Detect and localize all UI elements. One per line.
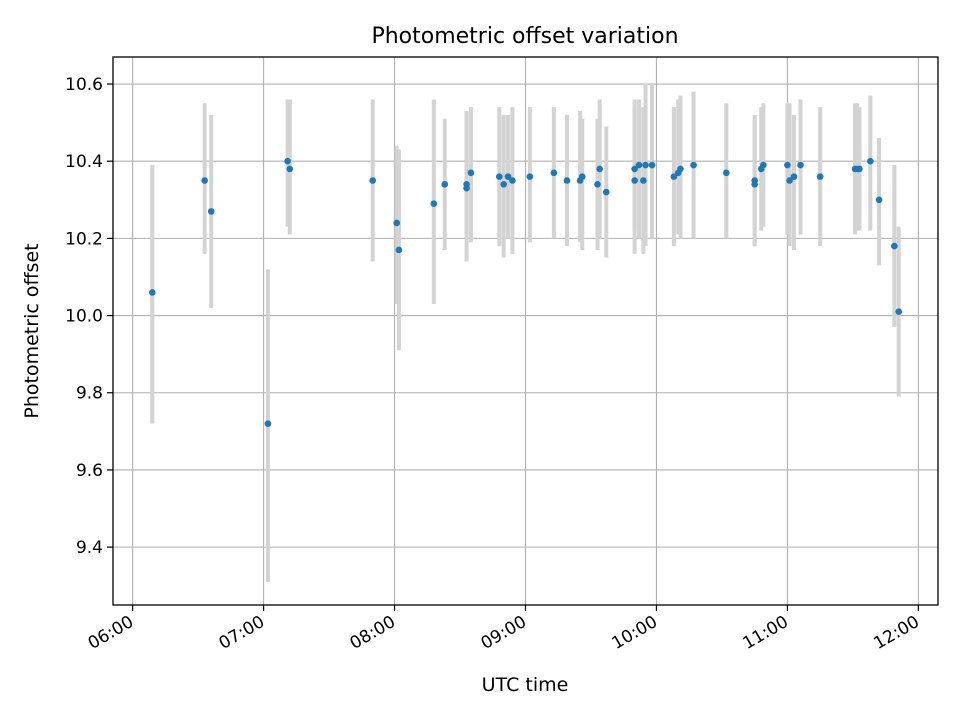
- data-point: [430, 200, 438, 207]
- data-point: [594, 181, 601, 188]
- data-point: [784, 161, 791, 169]
- data-point: [578, 173, 586, 180]
- data-point: [760, 161, 767, 169]
- chart-title: Photometric offset variation: [371, 24, 678, 49]
- data-point: [631, 177, 638, 184]
- x-axis-label: UTC time: [482, 674, 569, 696]
- data-point: [207, 208, 215, 215]
- data-point: [496, 173, 503, 180]
- data-points: [148, 157, 903, 427]
- data-point: [201, 177, 208, 184]
- data-point: [393, 219, 401, 227]
- data-point: [751, 181, 758, 188]
- data-point: [284, 157, 291, 165]
- data-point: [504, 173, 512, 180]
- data-point: [631, 165, 638, 173]
- data-point: [670, 173, 678, 180]
- data-point: [441, 181, 449, 188]
- data-point: [786, 177, 793, 184]
- y-tick-label: 10.0: [65, 307, 103, 327]
- y-axis-ticks: 9.4 9.6 9.8 10.0 10.2 10.4 10.6: [65, 75, 113, 558]
- data-point: [797, 161, 804, 169]
- y-tick-label: 10.4: [65, 152, 103, 172]
- data-point: [526, 173, 534, 180]
- data-point: [856, 165, 863, 173]
- y-tick-label: 10.6: [65, 75, 103, 95]
- y-tick-label: 9.4: [76, 538, 103, 558]
- data-point: [369, 177, 377, 184]
- data-point: [500, 181, 507, 188]
- data-point: [463, 184, 470, 192]
- data-point: [891, 242, 898, 250]
- data-point: [875, 196, 883, 204]
- y-tick-label: 9.8: [76, 384, 103, 404]
- y-tick-label: 9.6: [76, 461, 103, 481]
- data-point: [690, 161, 697, 169]
- data-point: [264, 420, 272, 427]
- data-point: [895, 308, 903, 316]
- data-point: [550, 169, 558, 177]
- data-point: [509, 177, 516, 184]
- data-point: [395, 246, 403, 254]
- y-axis-label: Photometric offset: [21, 243, 43, 418]
- data-point: [722, 169, 730, 177]
- data-point: [867, 157, 874, 165]
- y-tick-label: 10.2: [65, 229, 103, 249]
- data-point: [816, 173, 824, 180]
- data-point: [677, 165, 684, 173]
- data-point: [148, 289, 156, 296]
- data-point: [467, 169, 475, 177]
- data-point: [602, 188, 610, 196]
- data-point: [286, 165, 294, 173]
- data-point: [596, 165, 604, 173]
- data-point: [635, 161, 643, 169]
- data-point: [790, 173, 798, 180]
- data-point: [640, 177, 647, 184]
- data-point: [648, 161, 656, 169]
- data-point: [642, 161, 649, 169]
- data-point: [563, 177, 571, 184]
